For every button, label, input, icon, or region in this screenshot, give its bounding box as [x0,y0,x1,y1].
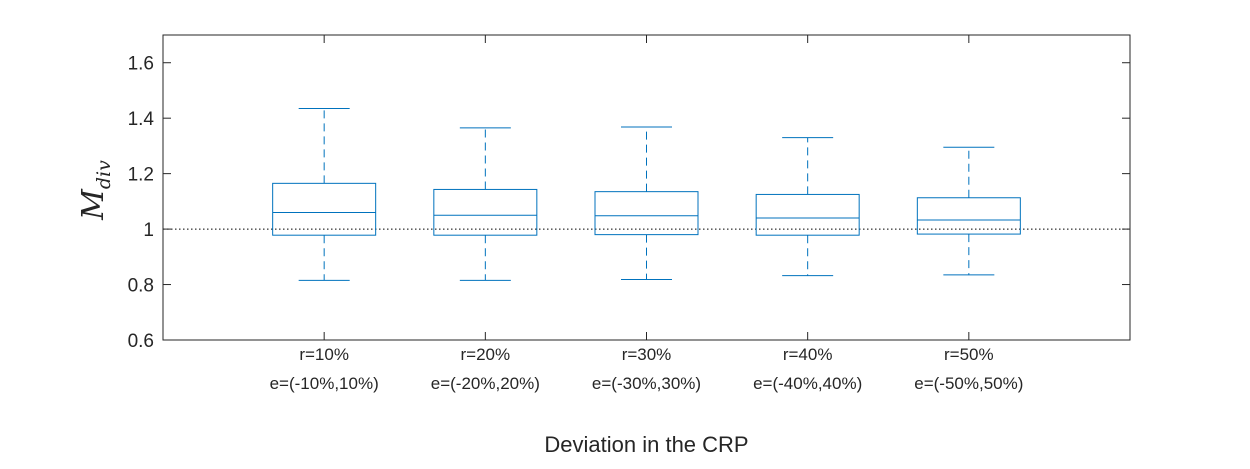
x-tick-label-line1: r=20% [461,345,511,364]
box-iqr [272,182,377,236]
boxes-layer [272,107,1021,281]
y-tick-label: 1.6 [128,54,154,75]
box-3 [594,126,699,281]
box-iqr [433,188,538,236]
x-tick-label-line2: e=(-10%,10%) [270,374,379,393]
y-tick-label: 0.6 [128,331,154,352]
box-iqr [755,193,860,236]
y-tick-label: 0.8 [128,276,154,297]
x-tick-label-line1: r=10% [299,345,349,364]
box-5 [916,146,1021,276]
y-tick-label: 1.4 [128,109,155,130]
x-tick-label-line2: e=(-20%,20%) [431,374,540,393]
x-tick-label-line1: r=40% [783,345,833,364]
box-iqr [916,197,1021,235]
y-axis-title: Mdiv [76,160,115,221]
y-tick-label: 1.2 [128,165,154,186]
box-iqr [594,191,699,236]
y-axis-title-main: M [76,188,111,221]
box-1 [272,107,377,281]
axes-layer [162,34,1131,341]
box-2 [433,127,538,281]
x-tick-label-line2: e=(-40%,40%) [753,374,862,393]
box-4 [755,137,860,277]
y-tick-label: 1 [143,220,154,241]
x-tick-label-line1: r=30% [622,345,672,364]
x-tick-label-line2: e=(-50%,50%) [914,374,1023,393]
labels-layer: Deviation in the CRP Mdiv 0.6 0.8 1 1.2 1.4 1… [76,54,1023,457]
x-tick-label-line2: e=(-30%,30%) [592,374,701,393]
y-axis-title-subscript: div [93,160,115,189]
x-tick-label-line1: r=50% [944,345,994,364]
x-axis-title: Deviation in the CRP [544,432,748,457]
